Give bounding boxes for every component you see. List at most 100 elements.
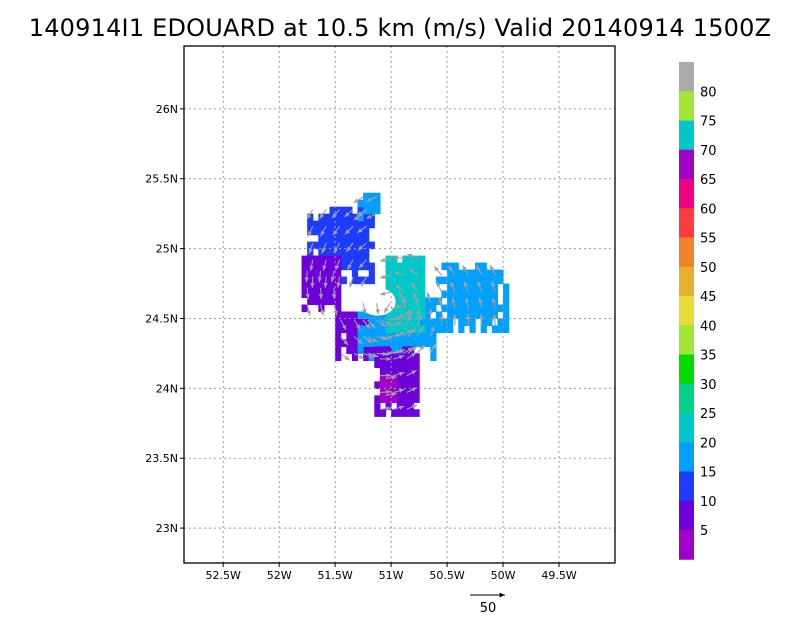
wind-cell [497, 318, 504, 327]
wind-vector [393, 271, 405, 276]
wind-cell [312, 227, 319, 236]
wind-cell [329, 297, 336, 306]
wind-cell [435, 276, 443, 285]
wind-cell [391, 283, 398, 292]
wind-cell [346, 220, 353, 229]
wind-cell [407, 318, 415, 327]
wind-cell [363, 234, 370, 243]
wind-cell [497, 276, 504, 285]
y-axis: 23N 23.5N 24N 24.5N 25N 25.5N 26N [145, 103, 184, 535]
wind-vector [451, 297, 456, 309]
wind-cell [318, 234, 325, 243]
wind-cell [357, 213, 364, 222]
wind-cell [379, 395, 387, 403]
wind-cell [413, 339, 420, 348]
wind-vector [357, 242, 367, 251]
wind-cell [458, 276, 465, 285]
wind-cell [379, 346, 387, 355]
wind-vector [439, 314, 445, 326]
wind-vector [379, 291, 392, 296]
wind-cell [385, 276, 392, 285]
wind-vector [390, 321, 403, 327]
wind-cell [407, 297, 415, 306]
wind-cell [346, 255, 353, 264]
wind-cell [340, 220, 347, 229]
wind-vector [321, 242, 327, 254]
wind-vector [429, 343, 437, 354]
wind-cell [396, 388, 403, 396]
wind-cell [374, 318, 381, 327]
wind-cell [357, 241, 364, 250]
colorbar-label: 15 [700, 466, 717, 481]
wind-vector [323, 276, 328, 288]
wind-cell [413, 304, 420, 313]
reference-vector-label: 50 [480, 601, 497, 616]
wind-vector [344, 225, 354, 235]
wind-vector [415, 308, 421, 320]
wind-cell [307, 297, 314, 306]
wind-vector [335, 259, 341, 271]
wind-vector [416, 344, 425, 354]
wind-cell [419, 297, 426, 306]
wind-cell [391, 311, 398, 320]
wind-vector [353, 352, 365, 360]
wind-cell [475, 311, 482, 320]
wind-cell [346, 332, 353, 341]
wind-cell [301, 255, 308, 264]
wind-cell [407, 388, 415, 396]
wind-cell [307, 255, 314, 264]
wind-cell [318, 213, 325, 222]
wind-cell [340, 311, 347, 320]
wind-cell [503, 311, 510, 320]
wind-cell [441, 290, 448, 299]
colorbar-label: 65 [700, 173, 717, 188]
wind-vector [336, 276, 341, 288]
wind-cell [391, 325, 398, 334]
wind-cell [503, 304, 510, 313]
wind-cell [368, 206, 375, 215]
wind-cell [312, 297, 319, 306]
wind-cell [368, 311, 375, 320]
wind-cell [419, 262, 426, 271]
wind-cell [335, 290, 342, 299]
wind-vector [411, 282, 419, 293]
wind-cell [329, 262, 336, 271]
wind-vector [403, 347, 414, 354]
wind-cell [368, 192, 375, 201]
wind-cell [424, 339, 431, 348]
wind-vector [404, 316, 412, 326]
wind-cell [475, 269, 482, 278]
wind-cell [335, 318, 342, 327]
wind-cell [413, 388, 420, 396]
colorbar-segment [679, 413, 694, 443]
wind-cell [357, 248, 364, 257]
wind-cell [497, 304, 504, 313]
wind-cell [385, 269, 392, 278]
wind-vector [330, 270, 335, 283]
wind-cell [323, 241, 331, 250]
wind-cell [458, 325, 465, 334]
wind-cell [447, 290, 454, 299]
wind-vector [306, 209, 314, 220]
wind-cell [402, 255, 409, 264]
wind-cell [340, 318, 347, 327]
wind-cell [407, 276, 415, 285]
wind-cell [374, 395, 381, 403]
wind-cell [351, 318, 359, 327]
x-tick-label: 50W [491, 569, 516, 582]
wind-vector [353, 319, 361, 330]
wind-cell [374, 325, 381, 334]
wind-cell [318, 297, 325, 306]
wind-vector [389, 333, 402, 338]
wind-cell [340, 234, 347, 243]
wind-cell [435, 325, 443, 334]
wind-cell [413, 374, 420, 382]
wind-cell [452, 283, 459, 292]
wind-cell [447, 311, 454, 320]
wind-cell [475, 304, 482, 313]
wind-cell [486, 318, 493, 327]
colorbar-segment [679, 442, 694, 472]
wind-cell [413, 262, 420, 271]
y-tick-label: 23.5N [145, 452, 178, 465]
wind-cell [491, 276, 499, 285]
